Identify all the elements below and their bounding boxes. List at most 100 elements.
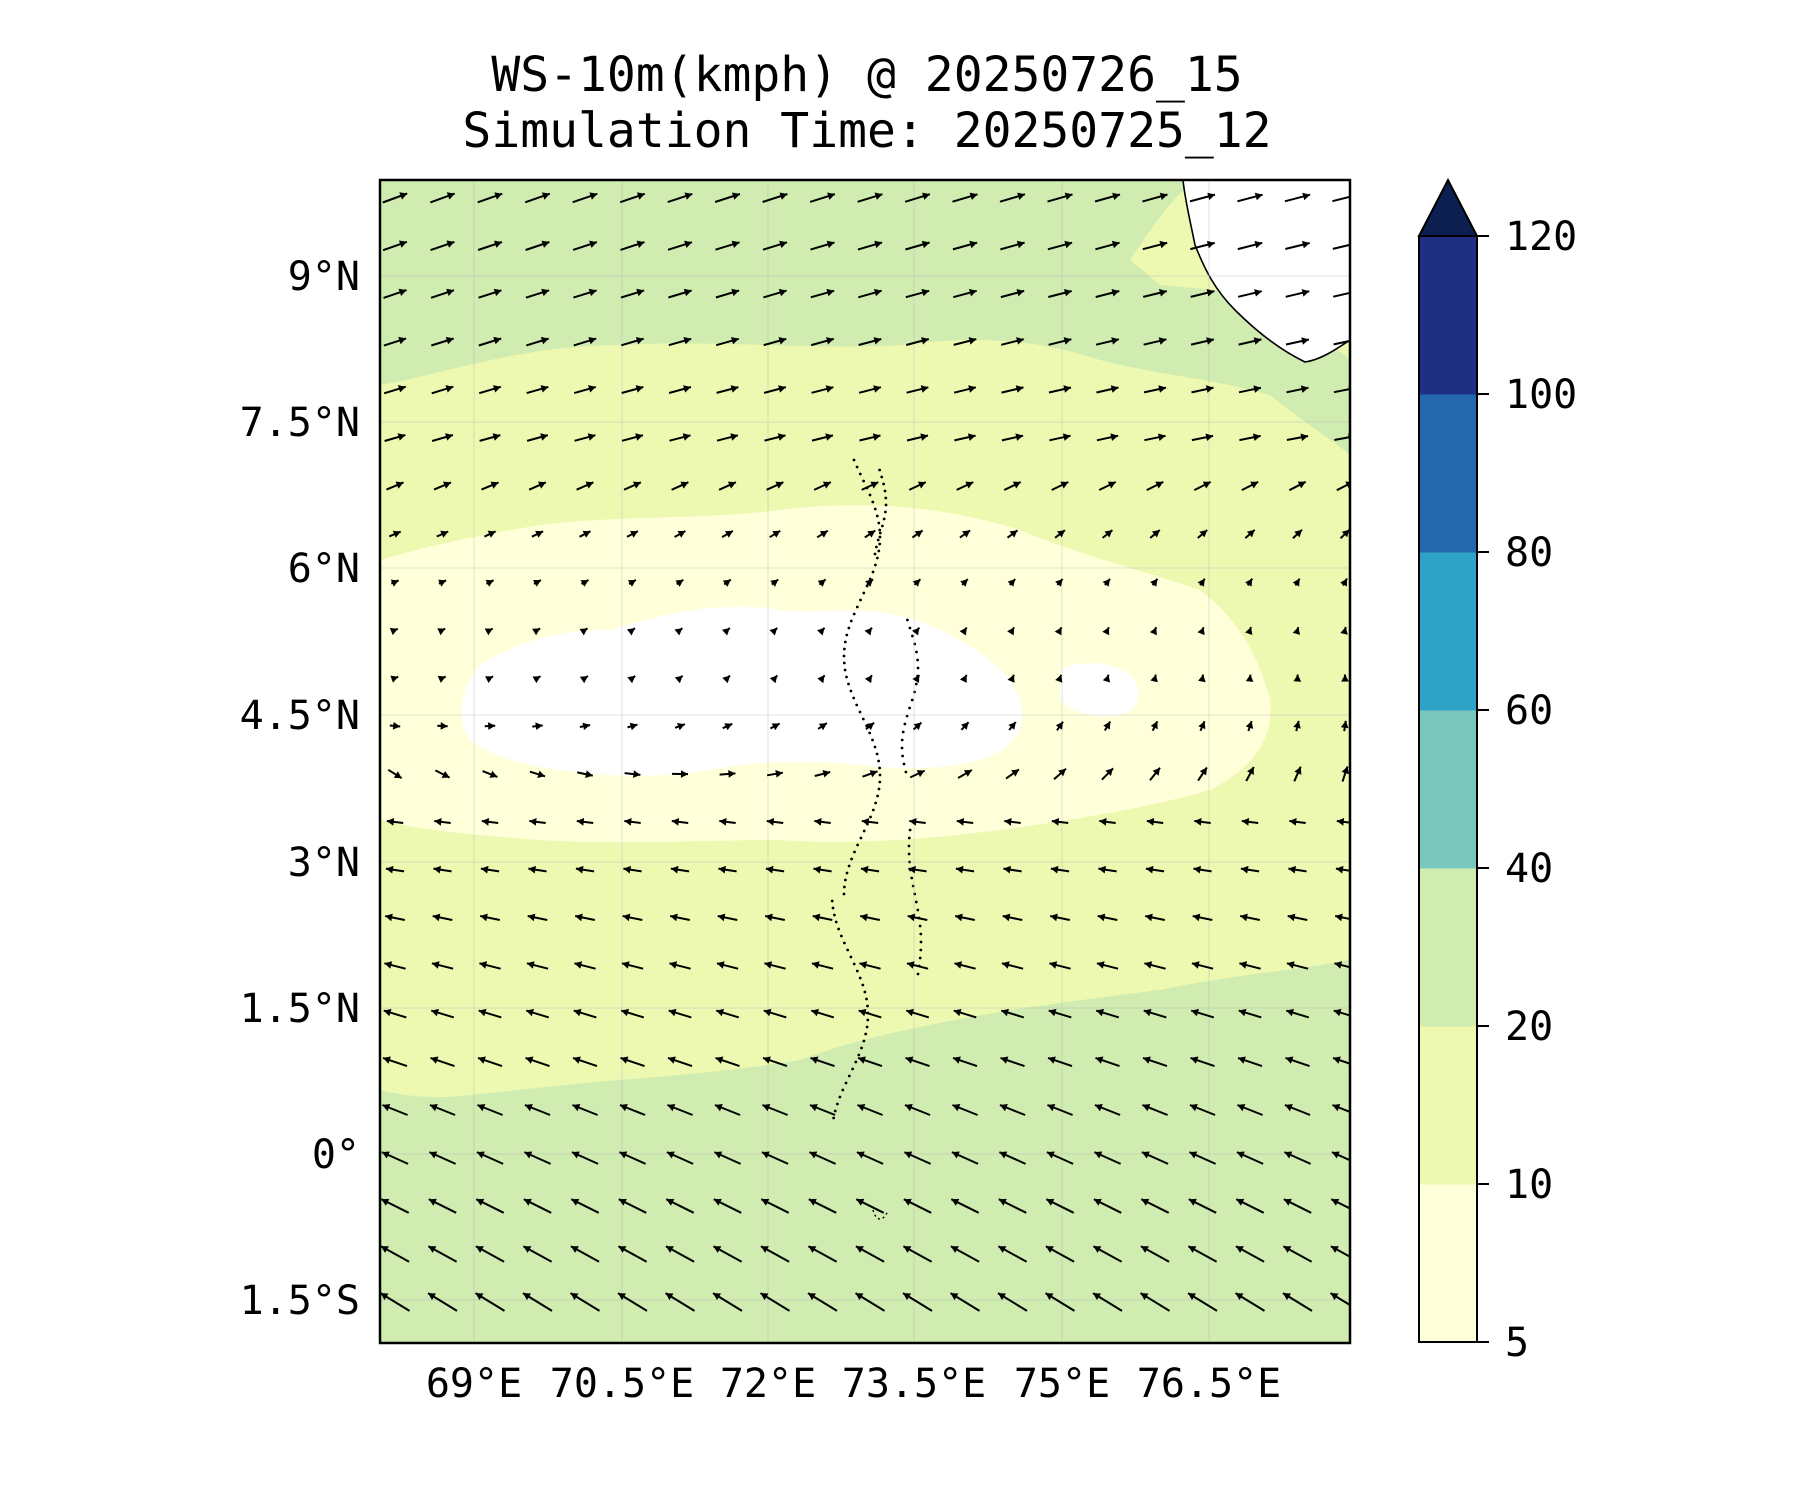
wind-arrow: [763, 337, 787, 347]
wind-arrow: [1007, 578, 1016, 587]
wind-arrow: [483, 530, 497, 538]
wind-arrow: [1000, 1056, 1025, 1068]
wind-arrow: [618, 1151, 647, 1165]
wind-arrow: [1095, 289, 1120, 298]
wind-arrow: [1047, 240, 1073, 251]
wind-arrow: [523, 1198, 552, 1214]
wind-arrow: [955, 865, 975, 874]
wind-arrow: [1051, 818, 1069, 826]
wind-arrow: [1097, 913, 1118, 922]
island-dot: [876, 794, 879, 798]
wind-arrow: [383, 336, 407, 347]
island-dot: [843, 668, 847, 672]
island-dot: [864, 1032, 868, 1036]
wind-arrow: [716, 433, 739, 442]
wind-arrow: [620, 1008, 645, 1019]
wind-arrow: [389, 627, 399, 636]
island-dot: [843, 640, 847, 644]
wind-arrow: [769, 722, 781, 731]
wind-arrow: [865, 722, 875, 731]
wind-arrow: [1007, 674, 1015, 683]
wind-arrow: [1340, 626, 1348, 635]
wind-arrow: [1245, 674, 1254, 682]
wind-arrow: [854, 1292, 886, 1312]
wind-arrow: [1339, 528, 1350, 540]
wind-arrow: [1050, 865, 1070, 874]
wind-arrow: [1283, 1198, 1312, 1214]
wind-arrow: [627, 579, 637, 587]
wind-arrow: [475, 1245, 505, 1263]
wind-arrow: [1007, 626, 1015, 636]
wind-arrow: [380, 1245, 410, 1263]
wind-arrow: [811, 385, 834, 394]
wind-arrow: [765, 913, 785, 922]
wind-arrow: [908, 481, 927, 491]
island-dot: [865, 1025, 869, 1029]
island-dot: [878, 766, 881, 770]
wind-arrow: [526, 385, 549, 395]
wind-arrow: [763, 288, 787, 299]
wind-arrow: [1142, 192, 1168, 203]
wind-arrow: [808, 1151, 837, 1165]
wind-arrow: [1095, 1056, 1120, 1068]
wind-arrow: [482, 770, 498, 778]
wind-arrow: [1334, 961, 1350, 969]
wind-arrow: [671, 770, 689, 778]
island-dot: [907, 852, 911, 856]
wind-arrow: [905, 240, 930, 251]
wind-arrow: [1197, 578, 1206, 587]
island-dot: [868, 731, 872, 735]
wind-arrow: [1142, 1056, 1168, 1068]
wind-arrow: [670, 865, 690, 874]
wind-arrow: [1332, 1104, 1350, 1114]
wind-arrow: [1236, 1151, 1264, 1165]
wind-arrow: [722, 722, 733, 731]
wind-arrow: [719, 770, 736, 778]
wind-arrow: [1142, 240, 1168, 251]
wind-arrow: [1095, 240, 1120, 251]
wind-arrow: [669, 433, 691, 442]
wind-arrow: [904, 1104, 931, 1116]
wind-arrow: [810, 288, 835, 299]
wind-arrow: [809, 1104, 836, 1116]
wind-arrow: [762, 240, 788, 251]
latitude-tick-label: 6°N: [288, 546, 360, 592]
wind-arrow: [1095, 337, 1120, 346]
wind-arrow: [1245, 626, 1253, 635]
wind-arrow: [619, 192, 646, 204]
wind-arrow: [1239, 913, 1261, 922]
wind-arrow: [427, 1292, 458, 1312]
wind-arrow: [950, 1198, 980, 1214]
island-dot: [878, 773, 882, 777]
island-dot: [916, 666, 920, 670]
wind-arrow: [1093, 1151, 1122, 1165]
wind-arrow: [1284, 1104, 1311, 1116]
wind-arrow: [1239, 961, 1261, 970]
wind-arrow: [527, 913, 548, 922]
wind-arrow: [623, 481, 642, 491]
wind-arrow: [1286, 961, 1309, 970]
wind-arrow: [617, 1245, 648, 1263]
wind-arrow: [1054, 529, 1066, 539]
wind-arrow: [955, 913, 975, 922]
wind-arrow: [1096, 385, 1119, 394]
wind-arrow: [475, 1198, 505, 1214]
wind-arrow: [1288, 480, 1307, 492]
wind-arrow: [722, 578, 732, 587]
wind-arrow: [437, 675, 447, 683]
island-dot: [836, 1102, 839, 1106]
island-dot: [914, 900, 918, 904]
wind-arrow: [859, 961, 881, 970]
wind-arrow: [572, 1056, 598, 1068]
island-dot: [904, 770, 908, 774]
wind-arrow: [436, 530, 449, 538]
wind-arrow: [1103, 720, 1112, 732]
island-dot: [903, 722, 907, 726]
wind-arrow: [718, 481, 737, 491]
wind-arrow: [954, 961, 976, 970]
wind-arrow: [438, 579, 447, 587]
island-dot: [861, 983, 865, 987]
island-dot: [855, 605, 859, 609]
wind-arrow: [719, 818, 736, 826]
wind-arrow: [1045, 1198, 1075, 1214]
